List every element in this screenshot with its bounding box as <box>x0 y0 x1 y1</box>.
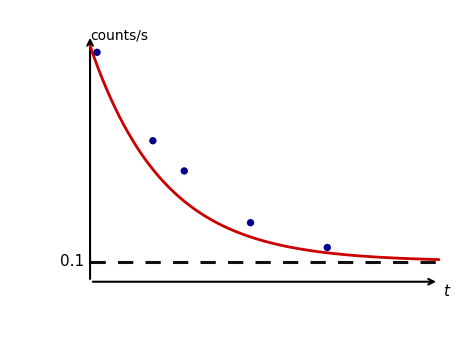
Text: t: t <box>443 284 449 299</box>
Text: 0.1: 0.1 <box>60 254 84 269</box>
Point <box>247 220 255 225</box>
Point <box>181 168 188 174</box>
Text: counts/s: counts/s <box>90 28 148 42</box>
Point <box>323 245 331 250</box>
Point <box>149 138 156 144</box>
Point <box>93 50 101 55</box>
